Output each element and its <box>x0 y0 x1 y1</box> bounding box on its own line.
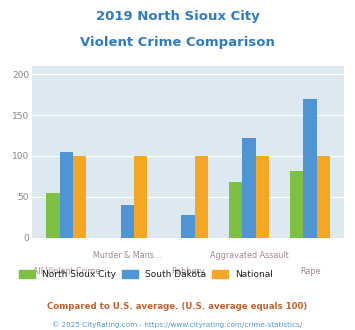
Bar <box>134 156 147 238</box>
Text: 2019 North Sioux City: 2019 North Sioux City <box>95 10 260 23</box>
Text: © 2025 CityRating.com - https://www.cityrating.com/crime-statistics/: © 2025 CityRating.com - https://www.city… <box>53 322 302 328</box>
Bar <box>229 182 242 238</box>
Text: All Violent Crime: All Violent Crime <box>33 267 100 276</box>
Legend: North Sioux City, South Dakota, National: North Sioux City, South Dakota, National <box>19 270 273 279</box>
Bar <box>120 205 134 238</box>
Bar <box>317 156 330 238</box>
Bar <box>195 156 208 238</box>
Bar <box>73 156 86 238</box>
Text: Compared to U.S. average. (U.S. average equals 100): Compared to U.S. average. (U.S. average … <box>47 302 308 311</box>
Bar <box>181 215 195 238</box>
Bar <box>46 193 60 238</box>
Text: Violent Crime Comparison: Violent Crime Comparison <box>80 36 275 49</box>
Text: Rape: Rape <box>300 267 320 276</box>
Bar <box>290 171 303 238</box>
Bar <box>256 156 269 238</box>
Text: Robbery: Robbery <box>171 267 205 276</box>
Text: Aggravated Assault: Aggravated Assault <box>210 251 289 260</box>
Bar <box>303 99 317 238</box>
Text: Murder & Mans...: Murder & Mans... <box>93 251 162 260</box>
Bar <box>242 138 256 238</box>
Bar <box>60 152 73 238</box>
